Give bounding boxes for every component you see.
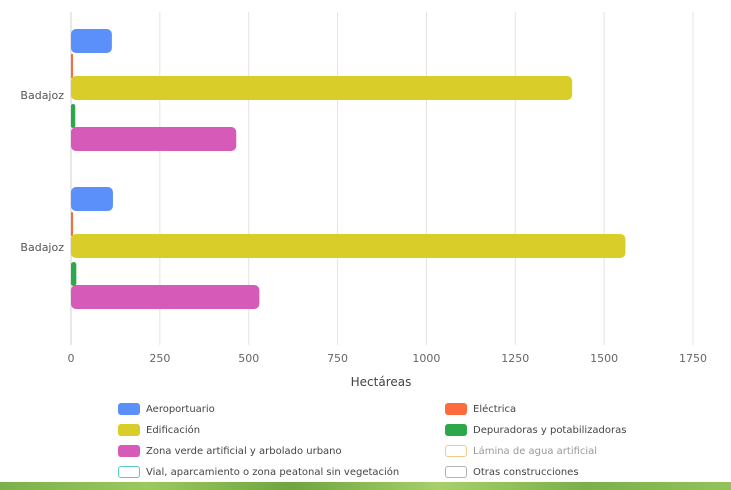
legend-item[interactable]: Eléctrica	[445, 403, 516, 415]
bar-depuradoras-y-potabilizadoras[interactable]	[71, 262, 77, 286]
bar-eléctrica[interactable]	[71, 54, 73, 78]
bar-zona-verde-artificial-y-arbolado-urbano[interactable]	[71, 285, 260, 309]
legend-item[interactable]: Edificación	[118, 424, 200, 436]
category-label: Badajoz	[20, 89, 64, 102]
legend-item[interactable]: Lámina de agua artificial	[445, 445, 597, 457]
x-tick-label: 750	[327, 352, 348, 365]
category-label: Badajoz	[20, 241, 64, 254]
x-tick-label: 1750	[679, 352, 707, 365]
legend-item[interactable]: Otras construcciones	[445, 466, 579, 478]
legend-swatch	[118, 424, 140, 436]
x-tick-label: 0	[68, 352, 75, 365]
x-axis-ticks: 0 250 500 750 1000 1250 1500 1750	[68, 352, 708, 365]
legend-label: Vial, aparcamiento o zona peatonal sin v…	[146, 466, 400, 478]
bar-aeroportuario[interactable]	[71, 187, 113, 211]
x-tick-label: 1500	[590, 352, 618, 365]
legend-swatch	[118, 466, 140, 478]
legend-item[interactable]: Depuradoras y potabilizadoras	[445, 424, 626, 436]
x-tick-label: 500	[238, 352, 259, 365]
bar-eléctrica[interactable]	[71, 212, 73, 236]
legend-label: Depuradoras y potabilizadoras	[473, 424, 627, 436]
gridlines	[70, 12, 694, 345]
legend-swatch	[445, 403, 467, 415]
legend-item[interactable]: Zona verde artificial y arbolado urbano	[118, 445, 342, 457]
legend-label: Aeroportuario	[146, 403, 215, 415]
legend-swatch	[118, 445, 140, 457]
legend-label: Edificación	[146, 424, 201, 436]
bar-edificación[interactable]	[71, 234, 626, 258]
bar-zona-verde-artificial-y-arbolado-urbano[interactable]	[71, 127, 237, 151]
legend-item[interactable]: Aeroportuario	[118, 403, 215, 415]
legend-label: Eléctrica	[473, 403, 517, 415]
legend-swatch	[445, 466, 467, 478]
x-tick-label: 1250	[501, 352, 529, 365]
legend-item[interactable]: Vial, aparcamiento o zona peatonal sin v…	[118, 466, 399, 478]
legend-label: Zona verde artificial y arbolado urbano	[146, 445, 342, 457]
legend-swatch	[118, 403, 140, 415]
legend-label: Otras construcciones	[473, 466, 579, 478]
x-tick-label: 250	[149, 352, 170, 365]
bar-chart: 0 250 500 750 1000 1250 1500 1750 BadajozBadajo…	[20, 12, 708, 389]
background-image-strip	[0, 482, 731, 490]
legend-swatch	[445, 424, 467, 436]
bar-edificación[interactable]	[71, 76, 573, 100]
x-tick-label: 1000	[412, 352, 440, 365]
bar-aeroportuario[interactable]	[71, 29, 112, 53]
legend-label: Lámina de agua artificial	[473, 445, 598, 457]
legend-swatch	[445, 445, 467, 457]
bars	[71, 29, 626, 309]
x-axis-title: Hectáreas	[351, 375, 412, 389]
y-axis-categories: Badajoz Badajoz	[20, 89, 64, 254]
bar-depuradoras-y-potabilizadoras[interactable]	[71, 104, 76, 128]
